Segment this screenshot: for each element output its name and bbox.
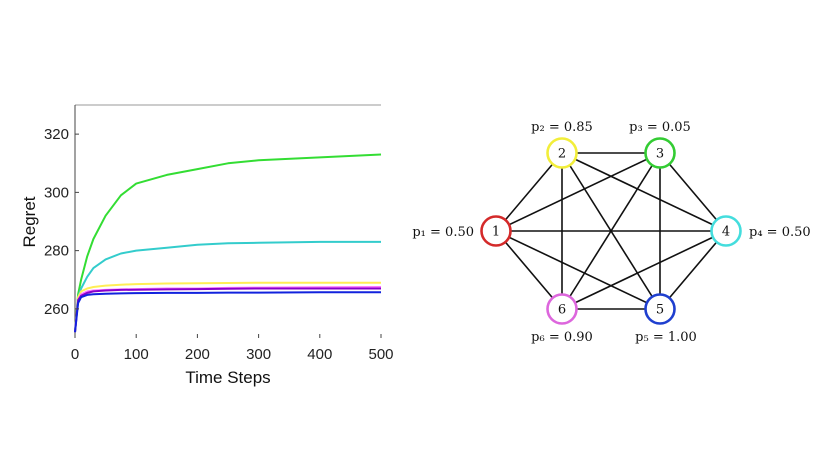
node-5-circle <box>644 293 676 325</box>
edge-1-6 <box>495 230 563 310</box>
node-6-circle <box>546 293 578 325</box>
node-4-circle <box>710 215 742 247</box>
node-5-probability-label: p₅ = 1.00 <box>635 330 697 345</box>
tick-labels: 0 100 200 300 400 500 260 280 300 320 <box>44 126 394 363</box>
node-2-circle <box>546 137 578 169</box>
node-3-circle <box>644 137 676 169</box>
edge-1-2 <box>495 152 563 232</box>
graph-nodes: 1 p₁ = 0.50 2 p₂ = 0.85 3 p₃ = 0.05 4 p₄ = 0.50… <box>412 120 810 345</box>
node-3-number: 3 <box>656 147 664 162</box>
x-tick-label: 0 <box>71 346 79 363</box>
node-1-probability-label: p₁ = 0.50 <box>412 225 474 240</box>
edge-4-6 <box>561 230 727 310</box>
x-axis-title: Time Steps <box>185 368 270 387</box>
edge-3-4 <box>659 152 727 232</box>
node-6-number: 6 <box>558 303 566 318</box>
series-line-5 <box>74 287 381 333</box>
x-tick-label: 500 <box>368 346 393 363</box>
x-tick-label: 100 <box>124 346 149 363</box>
series-line-1 <box>74 153 382 333</box>
node-4-number: 4 <box>722 225 730 240</box>
node-2-number: 2 <box>558 147 566 162</box>
edge-2-4 <box>561 152 727 232</box>
x-tick-label: 400 <box>307 346 332 363</box>
network-graph: 1 p₁ = 0.50 2 p₂ = 0.85 3 p₃ = 0.05 4 p₄ = 0.50… <box>412 120 810 345</box>
y-tick-label: 280 <box>44 243 69 260</box>
y-axis-title: Regret <box>20 196 39 247</box>
y-tick-label: 320 <box>44 126 69 143</box>
x-tick-label: 200 <box>185 346 210 363</box>
series-line-6 <box>74 291 381 333</box>
edge-4-5 <box>659 230 727 310</box>
node-1-circle <box>480 215 512 247</box>
x-tick-label: 300 <box>246 346 271 363</box>
node-4-probability-label: p₄ = 0.50 <box>749 225 811 240</box>
series-group <box>74 153 382 333</box>
edge-1-5 <box>495 230 661 310</box>
y-tick-label: 260 <box>44 301 69 318</box>
y-tick-label: 300 <box>44 184 69 201</box>
series-line-3 <box>74 281 381 333</box>
node-6-probability-label: p₆ = 0.90 <box>531 330 593 345</box>
edge-3-6 <box>561 152 661 310</box>
node-1-number: 1 <box>492 225 500 240</box>
node-2-probability-label: p₂ = 0.85 <box>531 120 593 135</box>
graph-edges <box>495 152 727 310</box>
node-5-number: 5 <box>656 303 664 318</box>
series-line-2 <box>74 240 381 333</box>
node-3-probability-label: p₃ = 0.05 <box>629 120 691 135</box>
plot-area <box>75 105 381 338</box>
edge-1-3 <box>495 152 661 232</box>
